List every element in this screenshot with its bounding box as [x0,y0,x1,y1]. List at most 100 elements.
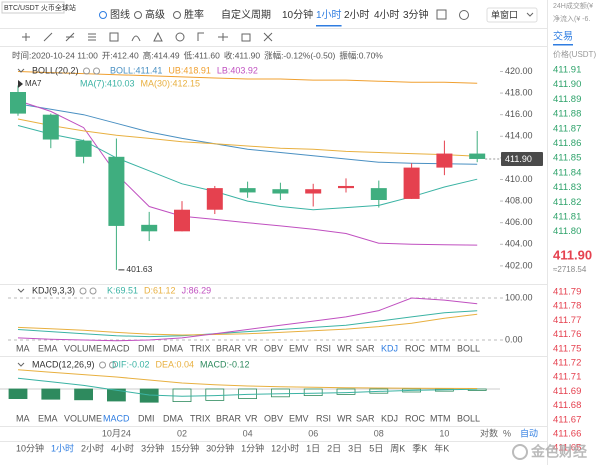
period-button[interactable]: 1小时 [51,442,74,453]
indicator-tab[interactable]: MACD [103,413,130,423]
indicator-tab[interactable]: DMA [163,413,183,423]
ray-icon[interactable] [65,32,75,42]
period-button[interactable]: 30分钟 [206,442,234,453]
period-button[interactable]: 2小时 [81,442,104,453]
ask-price: 411.82 [553,197,581,208]
settings-icon[interactable] [459,10,469,20]
indicator-tab[interactable]: OBV [264,343,283,353]
period-button[interactable]: 1日 [306,443,320,453]
indicator-tab[interactable]: KDJ [381,413,398,423]
indicator-tab[interactable]: EMV [289,413,309,423]
indicator-line [17,369,478,389]
period-button[interactable]: 3分钟 [403,8,429,21]
indicator-tab[interactable]: MACD [103,343,130,353]
indicator-tab[interactable]: MA [16,343,30,353]
indicator-tab[interactable]: MTM [430,413,451,423]
indicator-tab[interactable]: BRAR [216,413,242,423]
indicator-tab[interactable]: BOLL [457,343,480,353]
indicator-tab[interactable]: RSI [316,413,331,423]
ask-price: 411.91 [553,65,581,76]
indicator-tab[interactable]: DMA [163,343,183,353]
indicator-tab[interactable]: SAR [356,343,375,353]
inflow-label: 净流入(¥ -6. [553,14,590,23]
histogram-bar [74,388,93,401]
period-button[interactable]: 3分钟 [141,442,164,453]
indicator-tab[interactable]: OBV [264,413,283,423]
tool-icon [173,11,181,19]
axis-control[interactable]: % [503,428,511,438]
period-button[interactable]: 4小时 [374,9,400,21]
parallel-icon[interactable] [88,33,96,41]
window-select-label[interactable]: 单窗口 [491,9,518,20]
indicator-tab[interactable]: KDJ [381,343,398,353]
period-button[interactable]: 4小时 [111,442,134,453]
layout-icon[interactable] [436,9,447,20]
indicator-tab[interactable]: DMI [138,413,155,423]
indicator-tab[interactable]: SAR [356,413,375,423]
curve-icon[interactable] [131,35,141,42]
indicator-tab[interactable]: EMV [289,343,309,353]
indicator-tab[interactable]: BOLL [457,413,480,423]
indicator-tab[interactable]: RSI [316,343,331,353]
indicator-tab[interactable]: WR [337,343,352,353]
period-button[interactable]: 15分钟 [171,442,199,453]
period-button[interactable]: 3日 [348,443,362,453]
period-button[interactable]: 1小时 [316,9,342,21]
tool-button[interactable]: 胜率 [184,8,204,21]
window-select[interactable] [486,7,538,23]
period-button[interactable]: 季K [412,442,427,453]
delete-icon[interactable] [263,32,273,42]
info-item: 开:412.40 [102,50,139,60]
drawing-tools[interactable] [22,31,273,42]
indicator-tab[interactable]: EMA [38,343,58,353]
period-button[interactable]: 10分钟 [282,8,313,21]
rect-icon[interactable] [109,32,119,42]
text-icon[interactable] [197,32,204,41]
period-button[interactable]: 年K [434,442,449,453]
bid-price: 411.76 [553,329,581,340]
price-column-header: 价格(USDT) [553,49,596,59]
indicator-tab[interactable]: MTM [430,343,451,353]
axis-control[interactable]: 对数 [480,427,498,438]
indicator-eye-icon [79,287,87,295]
period-button[interactable]: 2日 [327,443,341,453]
period-button[interactable]: 周K [390,443,405,453]
axis-control[interactable]: 自动 [520,427,538,438]
indicator-tab[interactable]: ROC [405,413,426,423]
indicator-tab[interactable]: ROC [405,343,426,353]
period-button[interactable]: 5日 [369,443,383,453]
period-button[interactable]: 1分钟 [241,442,264,453]
indicator-tab[interactable]: TRIX [190,343,211,353]
crosshair-icon[interactable] [22,33,30,41]
legend-item: DIF:-0.02 [112,359,150,369]
indicator-tab[interactable]: TRIX [190,413,211,423]
line-icon[interactable] [43,32,53,42]
indicator-line [17,377,478,397]
indicator-tab[interactable]: WR [337,413,352,423]
tool-button[interactable]: 高级 [145,8,165,21]
tool-button[interactable]: 图线 [110,8,130,21]
measure-icon[interactable] [218,33,228,41]
indicator-tab[interactable]: BRAR [216,343,242,353]
bid-price: 411.72 [553,358,581,369]
shape-icon[interactable] [153,31,163,42]
trade-tab[interactable]: 交易 [553,30,573,43]
y-tick-label: 402.00 [505,260,533,270]
indicator-tab[interactable]: VOLUME [64,343,102,353]
indicator-tab[interactable]: VR [245,343,258,353]
x-tick-label: 06 [308,428,318,438]
circle-icon[interactable] [175,32,185,42]
period-button[interactable]: 自定义周期 [221,8,271,21]
period-button[interactable]: 12小时 [271,442,299,453]
period-button[interactable]: 2小时 [344,9,370,21]
bid-price: 411.78 [553,301,581,312]
indicator-settings-icon [89,287,97,295]
lock-icon[interactable] [241,33,251,42]
period-button[interactable]: 10分钟 [16,442,44,453]
indicator-tab[interactable]: VR [245,413,258,423]
indicator-tab[interactable]: EMA [38,413,58,423]
indicator-tab[interactable]: DMI [138,343,155,353]
indicator-tab[interactable]: MA [16,413,30,423]
last-price: 411.90 [553,247,592,262]
indicator-tab[interactable]: VOLUME [64,413,102,423]
